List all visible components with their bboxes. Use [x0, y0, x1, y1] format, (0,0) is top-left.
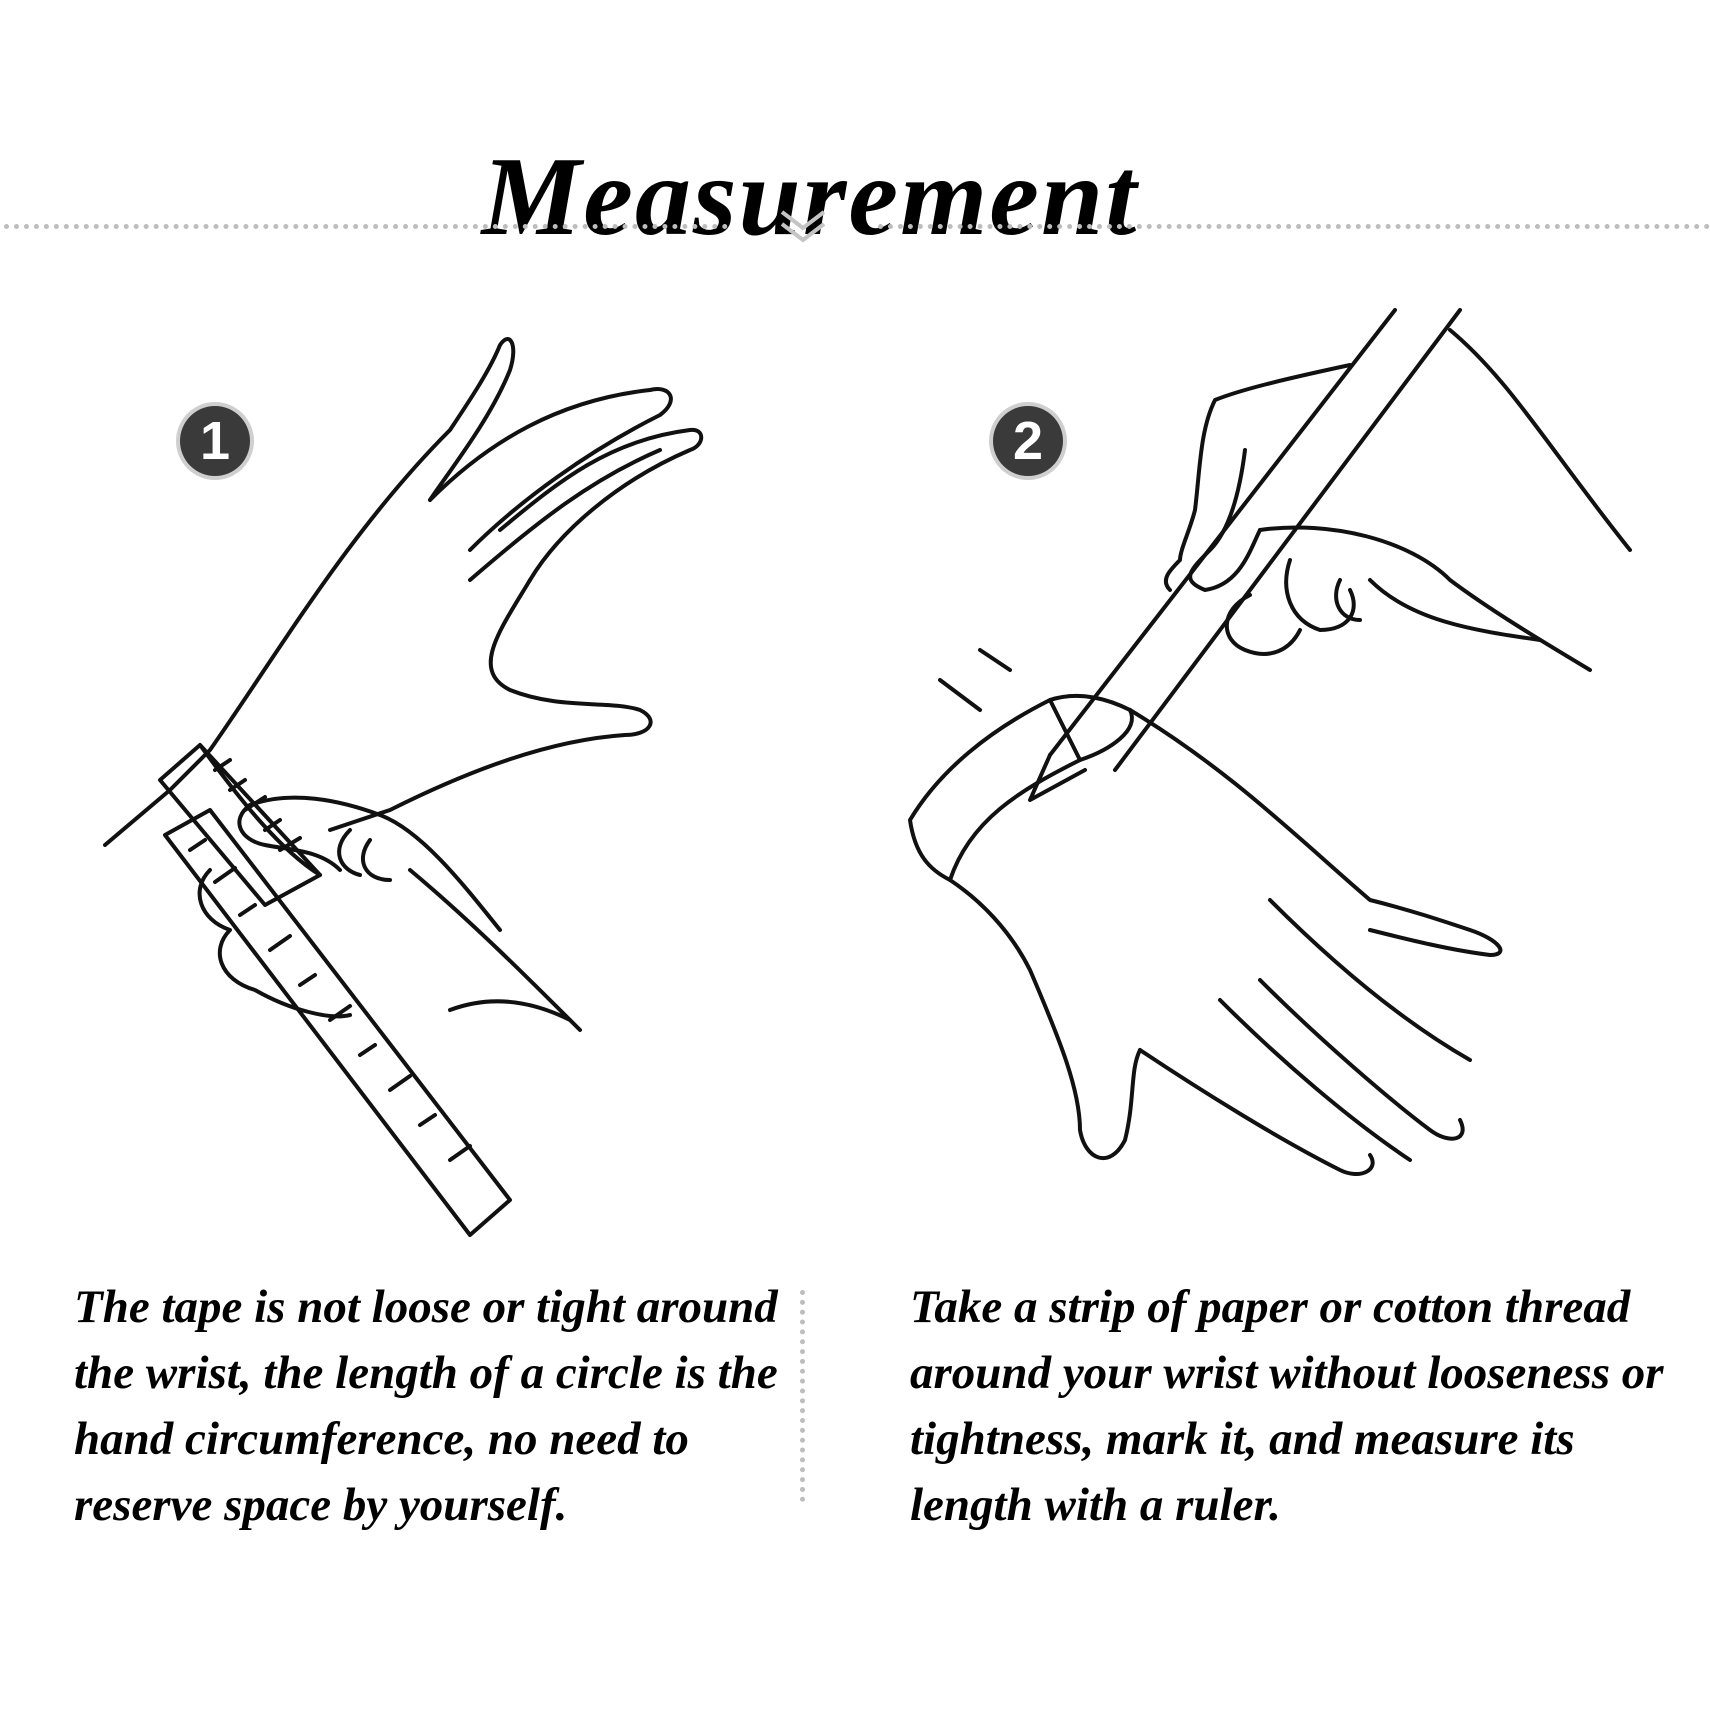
double-chevron-down-icon [780, 210, 826, 243]
hand-measuring-tape-icon [103, 337, 704, 1237]
step-1-badge: 1 [180, 406, 250, 476]
divider-left [4, 224, 728, 229]
step-2-badge: 2 [993, 406, 1063, 476]
vertical-divider [800, 1290, 805, 1502]
step-1-caption: The tape is not loose or tight around th… [74, 1281, 778, 1531]
divider-right [878, 224, 1710, 229]
step-2-caption: Take a strip of paper or cotton thread a… [910, 1281, 1664, 1531]
hand-marking-paper-strip-icon [908, 308, 1632, 1176]
page-title: Measurement [481, 135, 1139, 260]
